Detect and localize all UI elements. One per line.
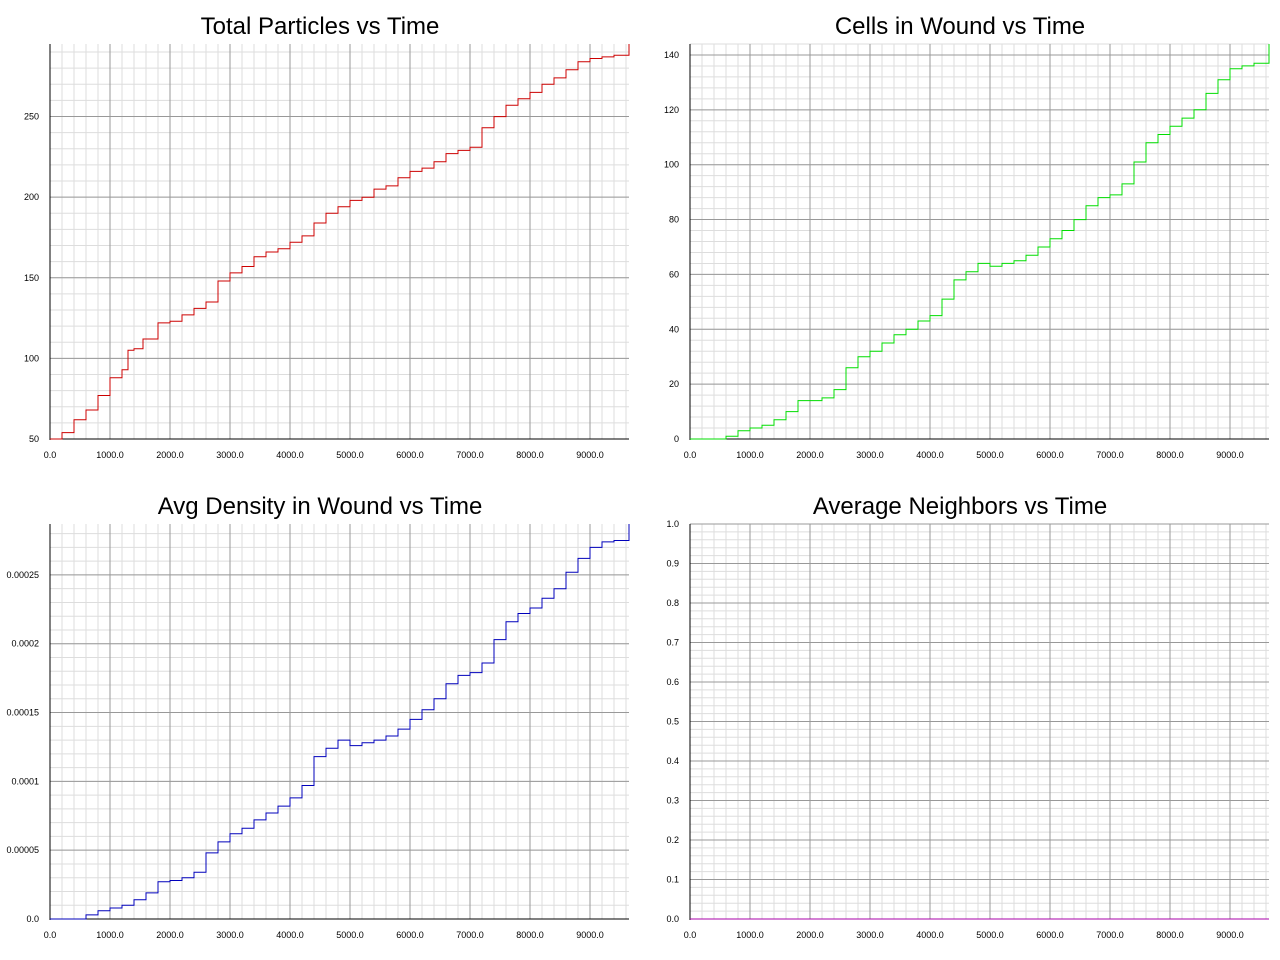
y-tick-label: 0	[674, 434, 679, 444]
series-line-0	[50, 44, 630, 440]
y-tick-label: 0.9	[666, 559, 679, 569]
x-tick-label: 5000.0	[336, 450, 364, 460]
y-tick-label: 50	[29, 434, 39, 444]
y-tick-label: 1.0	[666, 519, 679, 529]
chart-cells-in-wound: Cells in Wound vs Time 0.0 1000.0 2000.0 300…	[640, 0, 1280, 480]
x-tick-label: 9000.0	[576, 450, 604, 460]
chart-average-neighbors: Average Neighbors vs Time 0.0 1000.0 2000.0…	[640, 480, 1280, 960]
y-tick-label: 80	[669, 215, 679, 225]
x-tick-label: 2000.0	[796, 930, 824, 940]
grid-lines	[689, 43, 1269, 440]
avg-density-chart-svg: Avg Density in Wound vs Time 0.0 1000.0 200…	[6, 493, 630, 940]
x-tick-label: 2000.0	[796, 450, 824, 460]
y-tick-label: 0.1	[666, 875, 679, 885]
x-tick-label: 4000.0	[916, 450, 944, 460]
x-tick-label: 9000.0	[1216, 450, 1244, 460]
y-tick-label: 40	[669, 324, 679, 334]
y-tick-label: 150	[24, 273, 39, 283]
y-tick-label: 100	[664, 160, 679, 170]
x-tick-label: 2000.0	[156, 930, 184, 940]
x-tick-label: 7000.0	[456, 450, 484, 460]
chart-total-particles: Total Particles vs Time 0.0 1000.0 2000.0 30…	[0, 0, 640, 480]
y-tick-label: 0.0001	[11, 776, 39, 786]
x-tick-label: 1000.0	[736, 930, 764, 940]
x-tick-label: 6000.0	[396, 930, 424, 940]
y-tick-label: 0.5	[666, 717, 679, 727]
x-tick-label: 3000.0	[216, 930, 244, 940]
series-line-0	[690, 44, 1270, 440]
x-tick-label: 4000.0	[276, 930, 304, 940]
series-line-0	[50, 524, 630, 920]
x-tick-label: 4000.0	[276, 450, 304, 460]
x-tick-label: 8000.0	[516, 930, 544, 940]
y-tick-label: 0.00025	[6, 570, 39, 580]
y-tick-label: 0.0	[666, 914, 679, 924]
x-tick-label: 1000.0	[96, 450, 124, 460]
x-tick-label: 5000.0	[336, 930, 364, 940]
y-tick-label: 0.0	[26, 914, 39, 924]
y-tick-label: 0.2	[666, 835, 679, 845]
chart-title: Total Particles vs Time	[201, 13, 440, 40]
chart-title: Average Neighbors vs Time	[813, 493, 1107, 520]
x-tick-label: 5000.0	[976, 930, 1004, 940]
y-tick-label: 200	[24, 192, 39, 202]
x-tick-label: 6000.0	[1036, 450, 1064, 460]
y-tick-label: 60	[669, 269, 679, 279]
x-tick-label: 6000.0	[396, 450, 424, 460]
y-tick-label: 250	[24, 112, 39, 122]
chart-avg-density: Avg Density in Wound vs Time 0.0 1000.0 200…	[0, 480, 640, 960]
x-tick-label: 0.0	[44, 450, 57, 460]
x-tick-label: 3000.0	[856, 930, 884, 940]
x-tick-label: 7000.0	[1096, 450, 1124, 460]
y-tick-label: 20	[669, 379, 679, 389]
x-tick-label: 3000.0	[216, 450, 244, 460]
x-tick-label: 0.0	[684, 930, 697, 940]
y-tick-label: 0.00015	[6, 708, 39, 718]
x-tick-label: 9000.0	[1216, 930, 1244, 940]
y-tick-label: 0.0002	[11, 639, 39, 649]
x-tick-label: 1000.0	[736, 450, 764, 460]
x-tick-label: 8000.0	[1156, 930, 1184, 940]
x-tick-label: 9000.0	[576, 930, 604, 940]
y-tick-label: 0.8	[666, 598, 679, 608]
x-tick-label: 5000.0	[976, 450, 1004, 460]
y-tick-label: 0.7	[666, 638, 679, 648]
cells-in-wound-chart-svg: Cells in Wound vs Time 0.0 1000.0 2000.0 300…	[664, 13, 1270, 460]
y-tick-label: 140	[664, 50, 679, 60]
y-tick-label: 0.4	[666, 756, 679, 766]
average-neighbors-chart-svg: Average Neighbors vs Time 0.0 1000.0 2000.0…	[666, 493, 1269, 940]
x-tick-label: 7000.0	[1096, 930, 1124, 940]
x-tick-label: 3000.0	[856, 450, 884, 460]
x-tick-label: 0.0	[684, 450, 697, 460]
x-tick-label: 4000.0	[916, 930, 944, 940]
y-tick-label: 0.6	[666, 677, 679, 687]
y-tick-label: 0.00005	[6, 845, 39, 855]
y-tick-label: 0.3	[666, 796, 679, 806]
x-tick-label: 6000.0	[1036, 930, 1064, 940]
chart-title: Avg Density in Wound vs Time	[158, 493, 483, 520]
x-tick-label: 2000.0	[156, 450, 184, 460]
x-tick-label: 1000.0	[96, 930, 124, 940]
total-particles-chart-svg: Total Particles vs Time 0.0 1000.0 2000.0 30…	[24, 13, 630, 460]
x-tick-label: 8000.0	[1156, 450, 1184, 460]
grid-lines	[49, 44, 629, 440]
chart-title: Cells in Wound vs Time	[835, 13, 1085, 40]
x-tick-label: 8000.0	[516, 450, 544, 460]
grid-lines	[49, 524, 629, 920]
y-tick-label: 100	[24, 353, 39, 363]
y-tick-label: 120	[664, 105, 679, 115]
grid-lines	[689, 523, 1269, 920]
x-tick-label: 0.0	[44, 930, 57, 940]
x-tick-label: 7000.0	[456, 930, 484, 940]
